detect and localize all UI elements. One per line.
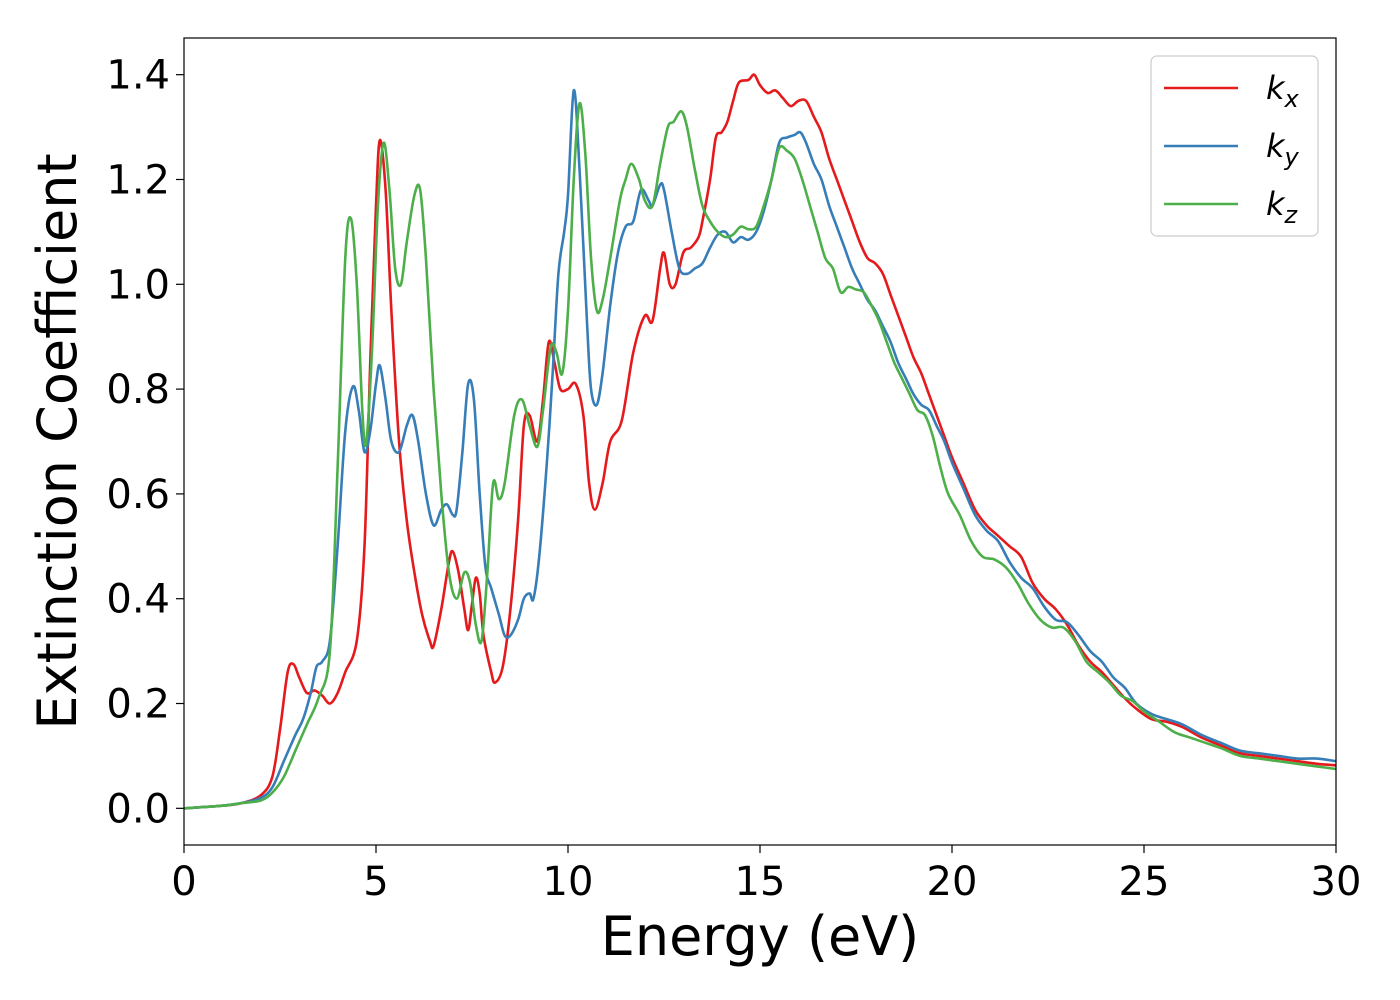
x-tick-label: 15	[735, 859, 786, 905]
y-tick-label: 0.4	[106, 577, 170, 623]
x-tick-label: 0	[171, 859, 196, 905]
series-line-ky	[183, 89, 1337, 810]
x-axis: 0 5 10 15 20 25 30	[171, 845, 1361, 905]
x-axis-title: Energy (eV)	[601, 905, 920, 968]
y-tick-label: 0.0	[106, 786, 170, 832]
y-tick-label: 0.8	[106, 367, 170, 413]
series-layer	[183, 73, 1337, 810]
x-tick-label: 5	[363, 859, 388, 905]
y-tick-label: 1.2	[106, 157, 170, 203]
x-tick-label: 25	[1119, 859, 1170, 905]
x-tick-label: 20	[927, 859, 978, 905]
series-line-kx	[183, 73, 1337, 810]
legend-label-ky: ky	[1266, 127, 1300, 171]
y-tick-label: 1.4	[106, 53, 170, 99]
y-tick-label: 0.2	[106, 682, 170, 728]
legend-label-kx: kx	[1266, 69, 1300, 113]
x-tick-label: 10	[543, 859, 594, 905]
x-tick-label: 30	[1311, 859, 1362, 905]
legend-label-kz: kz	[1266, 185, 1299, 229]
y-tick-label: 1.0	[106, 262, 170, 308]
y-axis: 0.0 0.2 0.4 0.6 0.8 1.0 1.2 1.4	[106, 53, 184, 832]
y-axis-title: Extinction Coefficient	[26, 153, 89, 729]
legend: kx ky kz	[1150, 55, 1319, 237]
series-line-kz	[183, 102, 1337, 810]
y-tick-label: 0.6	[106, 472, 170, 518]
